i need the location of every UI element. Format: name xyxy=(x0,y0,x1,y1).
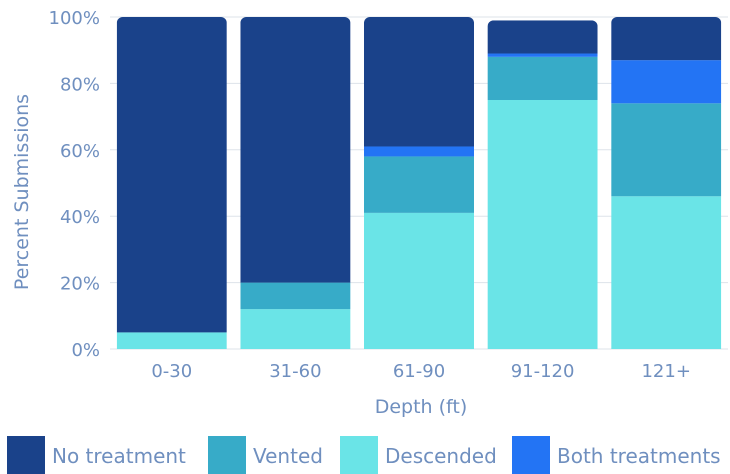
legend-swatch xyxy=(512,436,550,474)
y-tick-label: 80% xyxy=(60,74,100,95)
y-tick-label: 60% xyxy=(60,141,100,162)
legend-item: Vented xyxy=(208,436,323,474)
bar-stack xyxy=(364,17,474,349)
bar-segment-no-treatment xyxy=(364,17,474,147)
x-tick-label: 31-60 xyxy=(269,361,321,382)
legend-label: Both treatments xyxy=(557,444,721,468)
x-tick-label: 0-30 xyxy=(151,361,192,382)
x-tick-label: 121+ xyxy=(641,361,690,382)
bar-stack xyxy=(240,17,351,349)
bar-segment-descended xyxy=(116,332,227,349)
y-tick-label: 20% xyxy=(60,274,100,295)
bar-segment-descended xyxy=(487,100,598,349)
bar-segment-vented xyxy=(240,282,351,310)
legend-swatch xyxy=(7,436,45,474)
y-tick-label: 0% xyxy=(71,340,100,361)
bar-segment-both-treatments xyxy=(611,60,722,104)
bar-segment-vented xyxy=(487,56,598,100)
bar-segment-no-treatment xyxy=(116,17,227,333)
y-tick-label: 40% xyxy=(60,207,100,228)
legend-item: No treatment xyxy=(7,436,186,474)
x-axis-ticks: 0-30 31-60 61-90 91-120 121+ xyxy=(151,361,691,382)
legend-item: Both treatments xyxy=(512,436,721,474)
bar-segment-descended xyxy=(240,309,351,349)
bar-segment-both-treatments xyxy=(487,53,598,57)
legend-swatch xyxy=(340,436,378,474)
x-axis-title: Depth (ft) xyxy=(375,396,468,418)
y-tick-label: 100% xyxy=(49,8,100,29)
bar-segment-no-treatment xyxy=(487,20,598,54)
bar-stack xyxy=(611,17,722,349)
legend-item: Descended xyxy=(340,436,497,474)
bar-segment-no-treatment xyxy=(611,17,722,61)
bar-segment-descended xyxy=(611,196,722,349)
bar-segment-vented xyxy=(364,156,474,213)
y-axis-title: Percent Submissions xyxy=(11,94,33,290)
bar-stack xyxy=(487,20,598,349)
bar-segment-descended xyxy=(364,212,474,349)
bar-segment-vented xyxy=(611,103,722,197)
legend-swatch xyxy=(208,436,246,474)
x-tick-label: 91-120 xyxy=(511,361,575,382)
legend-label: Vented xyxy=(253,444,323,468)
legend: No treatment Vented Descended Both treatmen… xyxy=(7,436,721,474)
legend-label: No treatment xyxy=(52,444,186,468)
legend-label: Descended xyxy=(385,444,497,468)
x-tick-label: 61-90 xyxy=(393,361,445,382)
bars xyxy=(116,17,722,349)
bar-segment-no-treatment xyxy=(240,17,351,283)
bar-segment-both-treatments xyxy=(364,146,474,157)
bar-stack xyxy=(116,17,227,349)
y-axis-ticks: 0% 20% 40% 60% 80% 100% xyxy=(49,8,100,361)
